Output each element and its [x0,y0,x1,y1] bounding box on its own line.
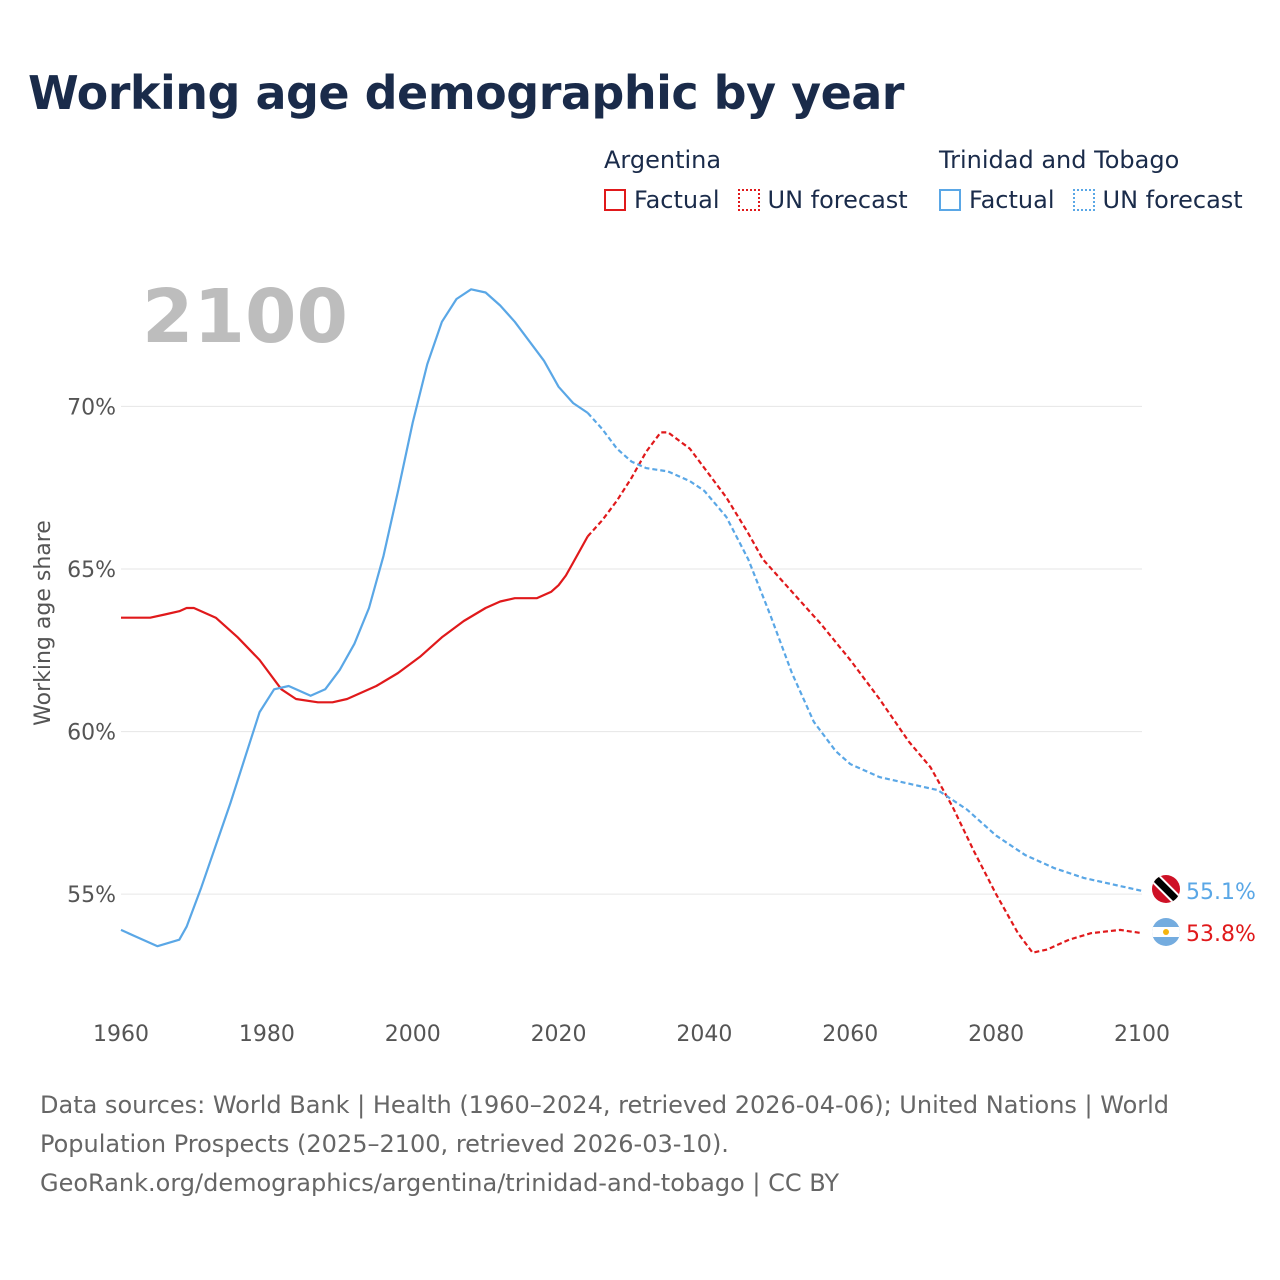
legend-item-forecast[interactable]: UN forecast [737,186,908,214]
x-tick-label: 2020 [531,1022,587,1047]
y-tick-label: 60% [67,721,116,746]
x-tick-label: 2060 [822,1022,878,1047]
series-line-forecast-trinidad-and-tobago[interactable] [586,412,1143,892]
legend-label: UN forecast [767,186,908,214]
end-value-label-argentina: 53.8% [1186,922,1256,947]
series-line-forecast-argentina[interactable] [586,431,1143,954]
footer-url[interactable]: GeoRank.org/demographics/argentina/trini… [40,1169,840,1197]
legend-swatch-solid [939,189,961,211]
x-tick-label: 1960 [93,1022,149,1047]
gridlines [121,405,1142,895]
x-tick-label: 2000 [385,1022,441,1047]
end-labels: 53.8% 55.1% [1186,880,1256,947]
y-tick-label: 65% [67,558,116,583]
footer-source-line: Population Prospects (2025–2100, retriev… [40,1130,729,1158]
legend-swatch-dotted [1072,189,1095,211]
legend-item-forecast[interactable]: UN forecast [1072,186,1243,214]
flag-trinidad-and-tobago-icon [1152,875,1180,903]
legend-group-title: Argentina [604,146,722,174]
legend-group-argentina: Argentina Factual UN forecast [604,144,926,214]
x-axis-ticks: 1960 1980 2000 2020 2040 2060 2080 2100 [93,1022,1170,1047]
legend-group-trinidad-and-tobago: Trinidad and Tobago Factual UN forecast [939,144,1261,214]
series-line-factual-argentina[interactable] [121,535,589,704]
legend-swatch-dotted [737,189,760,211]
legend-swatch-solid [604,189,626,211]
x-tick-label: 1980 [239,1022,295,1047]
flag-argentina-icon [1152,918,1180,946]
current-year-display: 2100 [142,274,348,360]
y-axis-ticks: 55% 60% 65% 70% [67,395,116,908]
y-axis-label: Working age share [31,520,56,726]
x-tick-label: 2040 [676,1022,732,1047]
footer: Data sources: World Bank | Health (1960–… [40,1086,1220,1203]
x-tick-label: 2100 [1114,1022,1170,1047]
legend-item-factual[interactable]: Factual [604,186,720,214]
y-tick-label: 55% [67,883,116,908]
legend-item-factual[interactable]: Factual [939,186,1055,214]
chart-title: Working age demographic by year [28,66,905,120]
end-value-label-trinidad-and-tobago: 55.1% [1186,880,1256,905]
footer-source-line: Data sources: World Bank | Health (1960–… [40,1091,1170,1119]
legend-label: Factual [969,186,1055,214]
series-line-factual-trinidad-and-tobago[interactable] [120,288,589,948]
series-lines [120,288,1143,954]
x-tick-label: 2080 [968,1022,1024,1047]
legend-label: Factual [634,186,720,214]
legend-label: UN forecast [1102,186,1243,214]
legend-group-title: Trinidad and Tobago [939,146,1180,174]
y-tick-label: 70% [67,395,116,420]
